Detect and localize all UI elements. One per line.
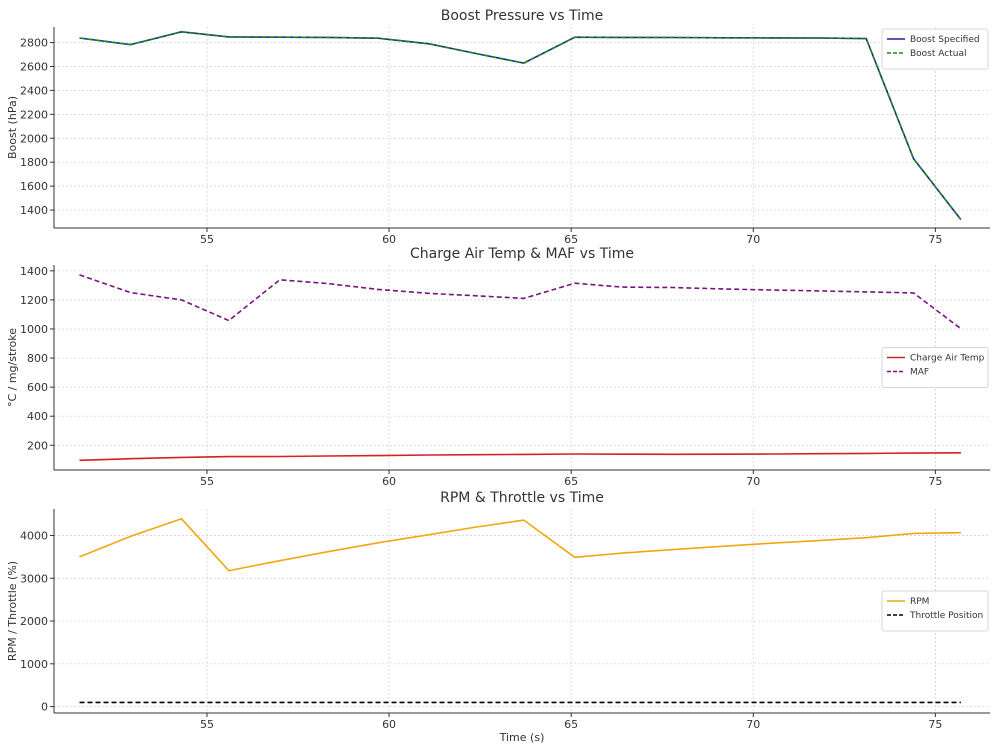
legend-entry-label: Boost Specified	[910, 35, 980, 45]
y-tick-label: 1000	[20, 658, 48, 671]
series-line-boost-actual	[79, 30, 962, 221]
chart-panel-3: 55 60 65 70 75 0 1000 2000 3000 4000 RPM & Throttl…	[6, 490, 990, 744]
x-tick-label: 75	[928, 233, 942, 246]
y-tick-label: 1800	[20, 156, 48, 169]
y-tick-label: 1400	[20, 265, 48, 278]
x-tick-label: 70	[746, 475, 760, 488]
y-tick-label: 1000	[20, 323, 48, 336]
x-tick-label: 55	[200, 718, 214, 731]
y-tick-label: 800	[27, 352, 48, 365]
y-tick-label: 4000	[20, 530, 48, 543]
legend-box	[881, 590, 989, 632]
x-tick-label: 60	[382, 475, 396, 488]
y-tick-label: 2400	[20, 84, 48, 97]
legend-entry-label: MAF	[910, 368, 929, 378]
legend: RPM Throttle Position	[881, 590, 989, 632]
legend-entry-label: Charge Air Temp	[910, 354, 985, 364]
x-tick-label: 55	[200, 475, 214, 488]
y-axis-label: RPM / Throttle (%)	[6, 561, 19, 661]
chart-title: RPM & Throttle vs Time	[440, 490, 604, 506]
legend-box	[881, 347, 989, 388]
chart-title: Boost Pressure vs Time	[441, 8, 604, 24]
y-tick-label: 1400	[20, 204, 48, 217]
legend: Charge Air Temp MAF	[881, 347, 989, 388]
legend-entry-label: Throttle Position	[909, 611, 983, 621]
x-tick-label: 75	[928, 475, 942, 488]
chart-panel-1: 55 60 65 70 75 1400 1600 1800 2000 2200 2400 2600 28…	[6, 8, 990, 246]
y-tick-label: 1200	[20, 294, 48, 307]
x-tick-label: 70	[746, 233, 760, 246]
legend-box	[881, 28, 989, 70]
y-tick-label: 400	[27, 410, 48, 423]
x-tick-label: 65	[564, 233, 578, 246]
y-tick-label: 2000	[20, 132, 48, 145]
y-tick-label: 2200	[20, 108, 48, 121]
y-tick-label: 0	[41, 701, 48, 714]
chart-panel-2: 55 60 65 70 75 200 400 600 800 1000 1200 1400 Charge…	[6, 246, 990, 488]
chart-title: Charge Air Temp & MAF vs Time	[410, 246, 634, 262]
x-axis-label: Time (s)	[499, 731, 545, 744]
y-tick-label: 200	[27, 439, 48, 452]
y-tick-label: 3000	[20, 572, 48, 585]
y-tick-label: 2000	[20, 615, 48, 628]
series-line-maf	[79, 274, 962, 330]
series-line-boost-specified	[79, 30, 962, 221]
y-tick-label: 1600	[20, 180, 48, 193]
series-line-charge-air-temp	[79, 452, 961, 462]
x-tick-label: 65	[564, 475, 578, 488]
x-tick-label: 60	[382, 718, 396, 731]
x-tick-label: 65	[564, 718, 578, 731]
y-tick-label: 600	[27, 381, 48, 394]
y-axis-label: Boost (hPa)	[6, 96, 19, 159]
x-tick-label: 70	[746, 718, 760, 731]
series-line-rpm	[79, 517, 961, 572]
x-tick-label: 75	[928, 718, 942, 731]
x-tick-label: 55	[200, 233, 214, 246]
legend: Boost Specified Boost Actual	[881, 28, 989, 70]
y-axis-label: °C / mg/stroke	[6, 328, 19, 407]
legend-entry-label: Boost Actual	[910, 49, 966, 59]
legend-entry-label: RPM	[910, 597, 929, 607]
x-tick-label: 60	[382, 233, 396, 246]
y-tick-label: 2800	[20, 37, 48, 50]
y-tick-label: 2600	[20, 60, 48, 73]
